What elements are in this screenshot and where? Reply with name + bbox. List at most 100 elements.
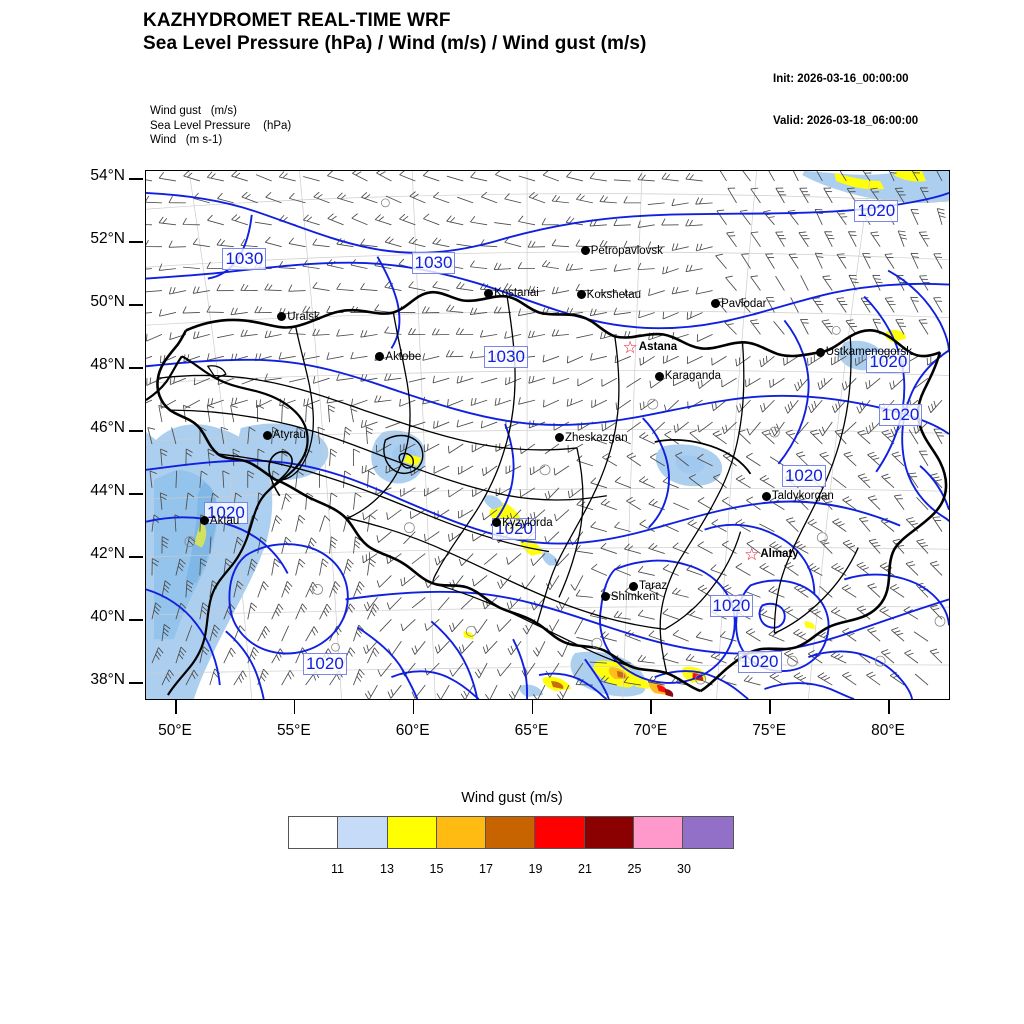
city-dot-icon	[492, 518, 502, 527]
wind-barb	[364, 684, 378, 699]
wind-barb	[271, 515, 282, 532]
wind-barb	[460, 597, 474, 610]
city-marker-taraz: Taraz	[629, 577, 667, 595]
wind-barb	[881, 429, 895, 445]
capital-star-icon: ☆	[744, 544, 760, 564]
wind-barb	[936, 208, 946, 225]
lat-tick-label: 40°N	[90, 608, 125, 625]
wind-barb	[735, 562, 751, 576]
wind-barb	[158, 308, 177, 317]
wind-barb	[329, 448, 338, 466]
wind-barb	[856, 561, 871, 576]
wind-barb	[447, 398, 464, 407]
city-marker-aktau: Aktau	[199, 512, 239, 530]
wind-barb	[590, 521, 607, 533]
wind-barb	[161, 669, 174, 686]
wind-barb	[800, 319, 809, 335]
city-label: Aktobe	[385, 350, 422, 363]
wind-barb	[175, 646, 187, 664]
wind-barb	[528, 330, 546, 339]
wind-barb	[470, 215, 488, 226]
city-label: Kyzylorda	[502, 516, 553, 529]
colorbar-segment-0	[289, 817, 339, 848]
city-label: Kostanai	[494, 287, 539, 300]
wind-barb	[257, 625, 270, 642]
wind-barb	[884, 297, 896, 313]
lat-tick-mark	[129, 367, 143, 369]
colorbar-tick-label: 17	[479, 862, 493, 876]
city-dot-icon	[576, 290, 586, 300]
wind-barb	[278, 171, 296, 182]
wind-barb	[257, 668, 269, 686]
wind-barb	[790, 297, 799, 313]
wind-barb	[913, 631, 929, 642]
pressure-contour-label: 1020	[737, 650, 782, 673]
weather-map[interactable]: 1030 1030 1030 1020 1020 1020 1020 1020 1020 1020…	[145, 170, 950, 700]
wind-barb	[183, 171, 200, 182]
city-dot-icon	[815, 347, 825, 357]
wind-barb	[367, 647, 380, 664]
colorbar[interactable]	[288, 816, 734, 849]
wind-barb	[456, 375, 474, 384]
wind-barb	[185, 580, 194, 598]
wind-barb	[209, 536, 212, 554]
wind-barb	[624, 288, 641, 297]
wind-barb	[749, 319, 761, 335]
wind-barb	[743, 675, 761, 686]
wind-barb	[161, 580, 172, 598]
wind-barb	[769, 456, 785, 467]
wind-barb	[327, 213, 344, 226]
wind-barbs-layer	[146, 171, 946, 699]
wind-barb	[360, 330, 378, 338]
wind-barb	[895, 275, 907, 291]
wind-barb	[146, 333, 163, 342]
wind-barb	[295, 470, 304, 488]
wind-barb	[247, 647, 259, 664]
wind-barb	[904, 649, 919, 664]
wind-barb	[832, 518, 847, 532]
wind-barb	[831, 562, 847, 576]
wind-barb	[672, 542, 689, 554]
field-wind: Wind (m s-1)	[150, 134, 223, 146]
city-marker-ustkamenogorsk: Ustkamenogorsk	[815, 344, 912, 362]
wind-barb	[161, 536, 169, 554]
wind-barb	[146, 179, 153, 182]
wind-barb	[648, 288, 665, 297]
wind-barb	[217, 192, 234, 204]
wind-barb	[317, 426, 325, 445]
wind-barb	[233, 580, 244, 598]
wind-barb	[613, 307, 631, 316]
wind-barb	[376, 575, 392, 588]
wind-barb	[532, 684, 546, 699]
wind-barb	[410, 509, 426, 519]
wind-barb	[905, 561, 919, 576]
city-label: Pavlodar	[721, 297, 767, 310]
wind-barb	[271, 558, 281, 576]
wind-barb	[336, 282, 354, 291]
wind-barb	[792, 171, 799, 182]
wind-barb	[819, 585, 833, 598]
wind-barb	[362, 509, 378, 521]
wind-barb	[601, 377, 618, 387]
city-marker-kyzylorda: Kyzylorda	[492, 514, 553, 532]
pressure-contour-label: 1030	[222, 247, 267, 270]
wind-barb	[830, 651, 847, 664]
wind-barb	[916, 582, 929, 598]
wind-barb	[543, 399, 560, 408]
wind-barb	[422, 171, 440, 182]
wind-barb	[726, 231, 737, 247]
colorbar-tick-label: 11	[331, 862, 344, 876]
wind-barb	[295, 426, 304, 445]
lat-tick-mark	[129, 493, 143, 495]
wind-barb	[494, 222, 512, 226]
wind-barb	[319, 603, 332, 620]
wind-barb	[386, 509, 402, 521]
wind-barb	[591, 399, 608, 408]
wind-barb	[146, 239, 162, 248]
wind-barb	[447, 487, 464, 498]
wind-barb	[336, 373, 354, 381]
wind-barb	[151, 647, 164, 664]
wind-barb	[193, 377, 211, 386]
wind-barb	[288, 284, 306, 292]
wind-barb	[614, 476, 631, 489]
